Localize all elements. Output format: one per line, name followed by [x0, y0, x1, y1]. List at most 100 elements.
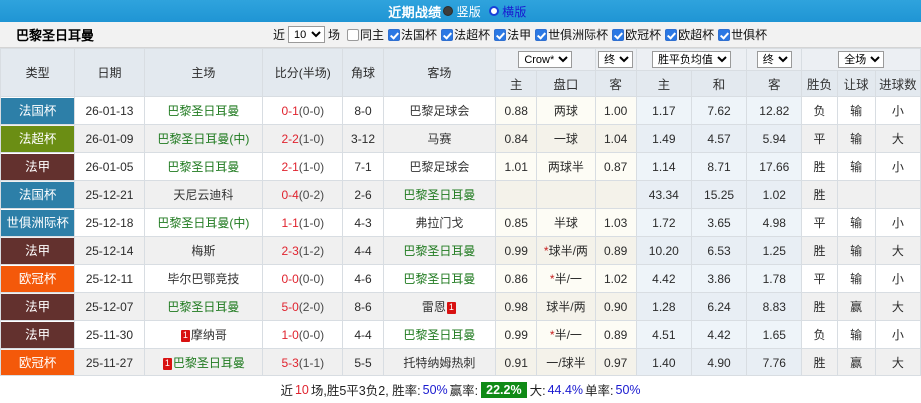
odds-type-select[interactable]: 胜平负均值: [651, 51, 731, 68]
cell-type[interactable]: 法超杯: [0, 124, 76, 153]
score-half: (1-0): [298, 131, 325, 146]
cell-score[interactable]: 2-2(1-0): [262, 124, 344, 153]
layout-option-vertical[interactable]: 竖版: [443, 3, 487, 20]
cell-type[interactable]: 法国杯: [0, 180, 76, 209]
cell-home-team[interactable]: 巴黎圣日耳曼(中): [143, 124, 264, 153]
table-row[interactable]: 法甲 25-12-07 巴黎圣日耳曼 5-0(2-0) 8-6 雷恩 1 0.98 球半/两 0.…: [0, 292, 921, 321]
cell-type[interactable]: 法甲: [0, 292, 76, 321]
checkbox-icon: [347, 28, 360, 41]
cell-score[interactable]: 0-0(0-0): [262, 264, 344, 293]
table-row[interactable]: 法甲 25-11-30 1 摩纳哥 1-0(0-0) 4-4 巴黎圣日耳曼 0.99 *半/一 0…: [0, 320, 921, 349]
filter-comp-3[interactable]: 世俱洲际杯: [535, 26, 608, 43]
filter-comp-6-label: 世俱杯: [731, 28, 768, 42]
cell-corner: 8-6: [342, 292, 384, 321]
filter-comp-2[interactable]: 法甲: [494, 26, 531, 43]
cell-home-team[interactable]: 巴黎圣日耳曼: [143, 152, 264, 181]
table-row[interactable]: 欧冠杯 25-11-27 1 巴黎圣日耳曼 5-3(1-1) 5-5 托特纳姆热刺 0.91 一…: [0, 348, 921, 375]
cell-home-team[interactable]: 梅斯: [143, 236, 264, 265]
team-label: 摩纳哥: [190, 328, 227, 342]
cell-handicap-away-odds: 1.00: [594, 96, 637, 125]
panel-titlebar: 近期战绩 竖版 横版: [0, 0, 921, 22]
cell-handicap-line: 两球半: [536, 152, 596, 181]
team-label: 巴黎圣日耳曼: [167, 160, 240, 174]
cell-score[interactable]: 0-4(0-2): [262, 180, 344, 209]
cell-type[interactable]: 法甲: [0, 320, 76, 349]
cell-date: 26-01-13: [74, 96, 145, 125]
handicap-phase-select-cell: 终: [594, 48, 637, 71]
cell-away-team[interactable]: 巴黎圣日耳曼: [382, 264, 497, 293]
table-row[interactable]: 法甲 25-12-14 梅斯 2-3(1-2) 4-4 巴黎圣日耳曼 0.99 *球半/两 0.…: [0, 236, 921, 265]
cell-home-team[interactable]: 巴黎圣日耳曼(中): [143, 208, 264, 237]
cell-type[interactable]: 欧冠杯: [0, 348, 76, 375]
cell-home-team[interactable]: 毕尔巴鄂竞技: [143, 264, 264, 293]
cell-type[interactable]: 法甲: [0, 236, 76, 265]
filter-comp-5[interactable]: 欧超杯: [665, 26, 714, 43]
cell-away-team[interactable]: 马赛: [382, 124, 497, 153]
cell-goal-result: 大: [874, 292, 921, 321]
competition-badge: 法甲: [1, 153, 74, 180]
cell-odds-away: 1.25: [746, 236, 803, 265]
table-row[interactable]: 法国杯 26-01-13 巴黎圣日耳曼 0-1(0-0) 8-0 巴黎足球会 0.88 两球 1…: [0, 96, 921, 125]
cell-handicap-home-odds: 0.91: [495, 348, 538, 375]
handicap-company-select-cell: Crow*: [495, 48, 596, 71]
table-row[interactable]: 世俱洲际杯 25-12-18 巴黎圣日耳曼(中) 1-1(1-0) 4-3 弗拉门戈 0.8…: [0, 208, 921, 237]
filter-comp-4[interactable]: 欧冠杯: [612, 26, 661, 43]
cell-date: 25-11-30: [74, 320, 145, 349]
table-row[interactable]: 法甲 26-01-05 巴黎圣日耳曼 2-1(1-0) 7-1 巴黎足球会 1.01 两球半 0…: [0, 152, 921, 181]
cell-away-team[interactable]: 巴黎足球会: [382, 96, 497, 125]
filter-comp-1[interactable]: 法超杯: [441, 26, 490, 43]
odds-phase-select[interactable]: 终: [756, 51, 792, 68]
team-label: 毕尔巴鄂竞技: [167, 272, 240, 286]
filter-comp-0[interactable]: 法国杯: [388, 26, 437, 43]
cell-score[interactable]: 1-1(1-0): [262, 208, 344, 237]
competition-badge: 世俱洲际杯: [1, 209, 74, 236]
cell-handicap-home-odds: 0.85: [495, 208, 538, 237]
table-row[interactable]: 欧冠杯 25-12-11 毕尔巴鄂竞技 0-0(0-0) 4-6 巴黎圣日耳曼 0.86 *半…: [0, 264, 921, 293]
cell-score[interactable]: 2-1(1-0): [262, 152, 344, 181]
score-half: (1-0): [298, 215, 325, 230]
score-half: (0-2): [298, 187, 325, 202]
match-count-select[interactable]: 10: [288, 26, 326, 43]
cell-score[interactable]: 2-3(1-2): [262, 236, 344, 265]
cell-odds-home: 1.40: [635, 348, 692, 375]
filter-same-home[interactable]: 同主: [347, 26, 384, 43]
competition-badge: 欧冠杯: [1, 349, 74, 375]
cell-odds-draw: 4.90: [690, 348, 748, 375]
cell-score[interactable]: 1-0(0-0): [262, 320, 344, 349]
cell-handicap-home-odds: 0.99: [495, 320, 538, 349]
cell-away-team[interactable]: 巴黎圣日耳曼: [382, 180, 497, 209]
handicap-phase-select[interactable]: 终: [598, 51, 634, 68]
table-head: 类型 日期 主场 比分(半场) 角球 客场 Crow* 终: [0, 48, 921, 97]
table-row[interactable]: 法国杯 25-12-21 天尼云迪科 0-4(0-2) 2-6 巴黎圣日耳曼 43.34 15…: [0, 180, 921, 209]
cell-away-team[interactable]: 托特纳姆热刺: [382, 348, 497, 375]
cell-odds-home: 4.42: [635, 264, 692, 293]
layout-option-horizontal[interactable]: 横版: [489, 3, 533, 20]
cell-score[interactable]: 5-0(2-0): [262, 292, 344, 321]
cell-away-team[interactable]: 巴黎足球会: [382, 152, 497, 181]
cell-type[interactable]: 法国杯: [0, 96, 76, 125]
cell-type[interactable]: 法甲: [0, 152, 76, 181]
scope-select[interactable]: 全场: [838, 51, 885, 68]
cell-type[interactable]: 世俱洲际杯: [0, 208, 76, 237]
cell-score[interactable]: 5-3(1-1): [262, 348, 344, 375]
cell-home-team[interactable]: 巴黎圣日耳曼: [143, 96, 264, 125]
filter-comp-6[interactable]: 世俱杯: [718, 26, 767, 43]
cell-away-team[interactable]: 弗拉门戈: [382, 208, 497, 237]
cell-home-team[interactable]: 1 巴黎圣日耳曼: [143, 348, 264, 375]
handicap-line-value: 球半/两: [548, 244, 588, 258]
handicap-company-select[interactable]: Crow*: [518, 51, 573, 68]
cell-home-team[interactable]: 1 摩纳哥: [143, 320, 264, 349]
cell-home-team[interactable]: 巴黎圣日耳曼: [143, 292, 264, 321]
cell-score[interactable]: 0-1(0-0): [262, 96, 344, 125]
cell-away-team[interactable]: 雷恩 1: [382, 292, 497, 321]
cell-away-team[interactable]: 巴黎圣日耳曼: [382, 236, 497, 265]
cell-handicap-result: 输: [836, 124, 876, 153]
header-select-row: 类型 日期 主场 比分(半场) 角球 客场 Crow* 终: [0, 48, 921, 97]
cell-odds-away: 1.78: [746, 264, 803, 293]
cell-type[interactable]: 欧冠杯: [0, 264, 76, 293]
matches-table-wrap: 类型 日期 主场 比分(半场) 角球 客场 Crow* 终: [0, 48, 921, 375]
cell-home-team[interactable]: 天尼云迪科: [143, 180, 264, 209]
cell-goal-result: 小: [874, 208, 921, 237]
cell-away-team[interactable]: 巴黎圣日耳曼: [382, 320, 497, 349]
table-row[interactable]: 法超杯 26-01-09 巴黎圣日耳曼(中) 2-2(1-0) 3-12 马赛 0.84 一球…: [0, 124, 921, 153]
